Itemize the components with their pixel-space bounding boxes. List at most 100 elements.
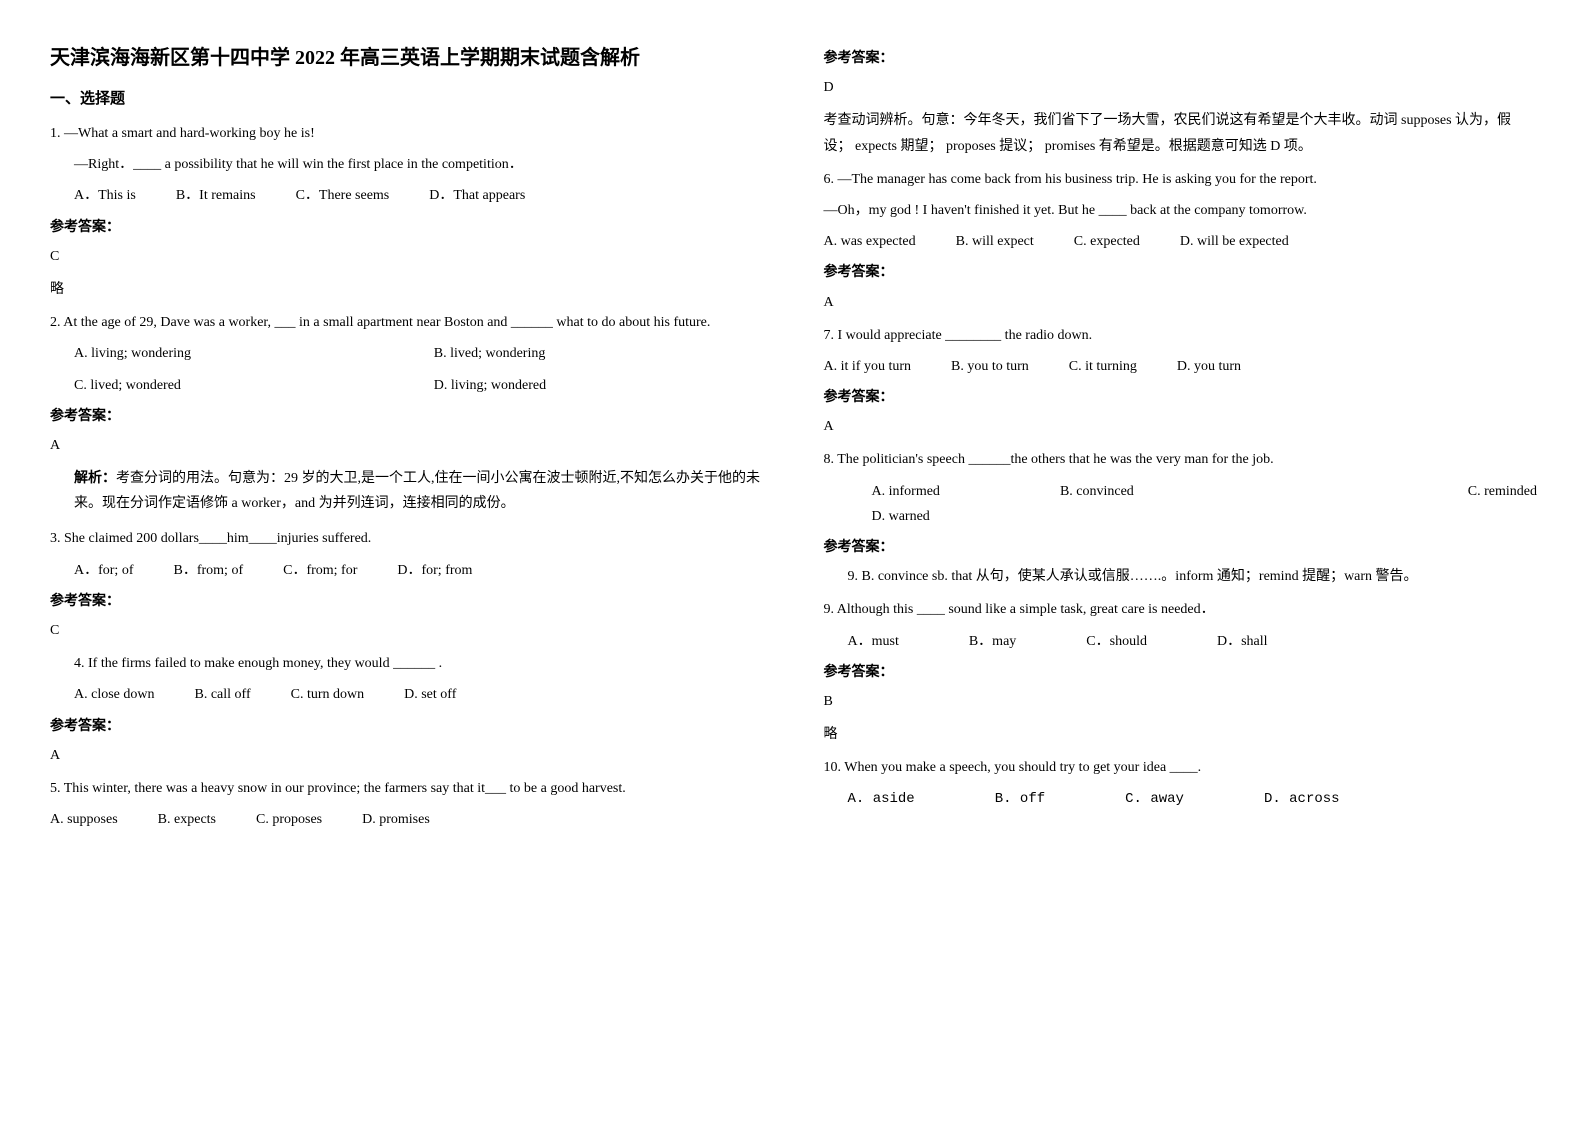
question-6: 6. —The manager has come back from his b…: [824, 167, 1538, 315]
question-5: 5. This winter, there was a heavy snow i…: [50, 776, 764, 832]
q9-answer: B: [824, 689, 1538, 714]
q1-option-c: C．There seems: [296, 183, 390, 208]
q4-option-d: D. set off: [404, 682, 456, 707]
q7-option-c: C. it turning: [1069, 354, 1137, 379]
section-heading: 一、选择题: [50, 86, 764, 113]
q5-text: 5. This winter, there was a heavy snow i…: [50, 776, 764, 801]
q9-omitted: 略: [824, 722, 1538, 747]
q10-option-d: D. across: [1264, 787, 1340, 812]
q2-option-a: A. living; wondering: [74, 341, 404, 366]
q3-options: A．for; of B．from; of C．from; for D．for; …: [50, 558, 764, 583]
q1-line1: 1. —What a smart and hard-working boy he…: [50, 121, 764, 146]
q3-option-b: B．from; of: [174, 558, 244, 583]
q5-option-a: A. supposes: [50, 807, 118, 832]
q9-option-d: D．shall: [1217, 629, 1268, 654]
q6-option-b: B. will expect: [956, 229, 1034, 254]
q2-option-d: D. living; wondered: [434, 373, 764, 398]
q6-option-a: A. was expected: [824, 229, 916, 254]
left-column: 天津滨海海新区第十四中学 2022 年高三英语上学期期末试题含解析 一、选择题 …: [50, 40, 764, 840]
q6-option-c: C. expected: [1074, 229, 1140, 254]
question-9: 9. Although this ____ sound like a simpl…: [824, 597, 1538, 747]
q3-option-d: D．for; from: [397, 558, 472, 583]
question-5-answer: 参考答案： D 考查动词辨析。句意：今年冬天，我们省下了一场大雪，农民们说这有希…: [824, 46, 1538, 159]
question-1: 1. —What a smart and hard-working boy he…: [50, 121, 764, 302]
q1-answer: C: [50, 244, 764, 269]
q4-option-b: B. call off: [195, 682, 251, 707]
q3-answer-label: 参考答案：: [50, 589, 764, 614]
q1-answer-label: 参考答案：: [50, 215, 764, 240]
q5-option-b: B. expects: [158, 807, 216, 832]
q3-option-a: A．for; of: [74, 558, 134, 583]
question-10: 10. When you make a speech, you should t…: [824, 755, 1538, 811]
q7-options: A. it if you turn B. you to turn C. it t…: [824, 354, 1538, 379]
q2-option-c: C. lived; wondered: [74, 373, 404, 398]
q10-option-c: C. away: [1125, 787, 1184, 812]
q7-option-a: A. it if you turn: [824, 354, 912, 379]
q5-answer-label: 参考答案：: [824, 46, 1538, 71]
q9-text: 9. Although this ____ sound like a simpl…: [824, 597, 1538, 622]
question-2: 2. At the age of 29, Dave was a worker, …: [50, 310, 764, 516]
q8-text: 8. The politician's speech ______the oth…: [824, 447, 1538, 472]
question-4: 4. If the firms failed to make enough mo…: [50, 651, 764, 768]
q4-options: A. close down B. call off C. turn down D…: [50, 682, 764, 707]
q6-option-d: D. will be expected: [1180, 229, 1289, 254]
q4-option-a: A. close down: [74, 682, 155, 707]
question-3: 3. She claimed 200 dollars____him____inj…: [50, 526, 764, 643]
q4-answer-label: 参考答案：: [50, 714, 764, 739]
q5-answer: D: [824, 75, 1538, 100]
q1-option-d: D．That appears: [429, 183, 525, 208]
q7-answer-label: 参考答案：: [824, 385, 1538, 410]
q8-option-d: D. warned: [824, 504, 1538, 529]
q2-answer: A: [50, 433, 764, 458]
q8-option-c: C. reminded: [1468, 479, 1537, 504]
q1-omitted: 略: [50, 277, 764, 302]
exam-page: 天津滨海海新区第十四中学 2022 年高三英语上学期期末试题含解析 一、选择题 …: [50, 40, 1537, 840]
q4-option-c: C. turn down: [291, 682, 365, 707]
q5-explanation: 考查动词辨析。句意：今年冬天，我们省下了一场大雪，农民们说这有希望是个大丰收。动…: [824, 108, 1538, 158]
q1-options: A．This is B．It remains C．There seems D．T…: [50, 183, 764, 208]
q1-option-a: A．This is: [74, 183, 136, 208]
q10-text: 10. When you make a speech, you should t…: [824, 755, 1538, 780]
q9-option-a: A．must: [848, 629, 899, 654]
q9-option-c: C．should: [1086, 629, 1147, 654]
q5-option-c: C. proposes: [256, 807, 322, 832]
q10-option-a: A. aside: [848, 787, 915, 812]
q8-options-row1: A. informed B. convinced C. reminded: [824, 479, 1538, 504]
q9-option-b: B．may: [969, 629, 1016, 654]
q8-explanation: 9. B. convince sb. that 从句，使某人承认或信服…….。i…: [824, 564, 1538, 589]
q2-option-b: B. lived; wondering: [434, 341, 764, 366]
q10-option-b: B. off: [995, 787, 1045, 812]
q5-option-d: D. promises: [362, 807, 430, 832]
q6-line2: —Oh，my god ! I haven't finished it yet. …: [824, 198, 1538, 223]
q8-option-a: A. informed: [872, 479, 940, 504]
q2-explanation-text: 考查分词的用法。句意为：29 岁的大卫,是一个工人,住在一间小公寓在波士顿附近,…: [74, 471, 760, 511]
q3-answer: C: [50, 618, 764, 643]
q3-option-c: C．from; for: [283, 558, 357, 583]
q2-answer-label: 参考答案：: [50, 404, 764, 429]
exam-title: 天津滨海海新区第十四中学 2022 年高三英语上学期期末试题含解析: [50, 40, 764, 76]
q4-text: 4. If the firms failed to make enough mo…: [50, 651, 764, 676]
q2-explanation-block: 解析：考查分词的用法。句意为：29 岁的大卫,是一个工人,住在一间小公寓在波士顿…: [50, 466, 764, 516]
q6-options: A. was expected B. will expect C. expect…: [824, 229, 1538, 254]
q2-options: A. living; wondering B. lived; wondering…: [50, 341, 764, 397]
q10-options: A. aside B. off C. away D. across: [824, 787, 1538, 812]
q7-text: 7. I would appreciate ________ the radio…: [824, 323, 1538, 348]
q7-answer: A: [824, 414, 1538, 439]
question-8: 8. The politician's speech ______the oth…: [824, 447, 1538, 589]
q1-line2: —Right．____ a possibility that he will w…: [50, 152, 764, 177]
q7-option-b: B. you to turn: [951, 354, 1029, 379]
q8-option-b: B. convinced: [1060, 479, 1134, 504]
q8-answer-label: 参考答案：: [824, 535, 1538, 560]
question-7: 7. I would appreciate ________ the radio…: [824, 323, 1538, 440]
q6-line1: 6. —The manager has come back from his b…: [824, 167, 1538, 192]
q6-answer: A: [824, 290, 1538, 315]
q2-explanation-label: 解析：: [74, 471, 116, 486]
q9-answer-label: 参考答案：: [824, 660, 1538, 685]
q7-option-d: D. you turn: [1177, 354, 1241, 379]
q3-text: 3. She claimed 200 dollars____him____inj…: [50, 526, 764, 551]
right-column: 参考答案： D 考查动词辨析。句意：今年冬天，我们省下了一场大雪，农民们说这有希…: [824, 40, 1538, 840]
q1-option-b: B．It remains: [176, 183, 256, 208]
q4-answer: A: [50, 743, 764, 768]
q6-answer-label: 参考答案：: [824, 260, 1538, 285]
q5-options: A. supposes B. expects C. proposes D. pr…: [50, 807, 764, 832]
